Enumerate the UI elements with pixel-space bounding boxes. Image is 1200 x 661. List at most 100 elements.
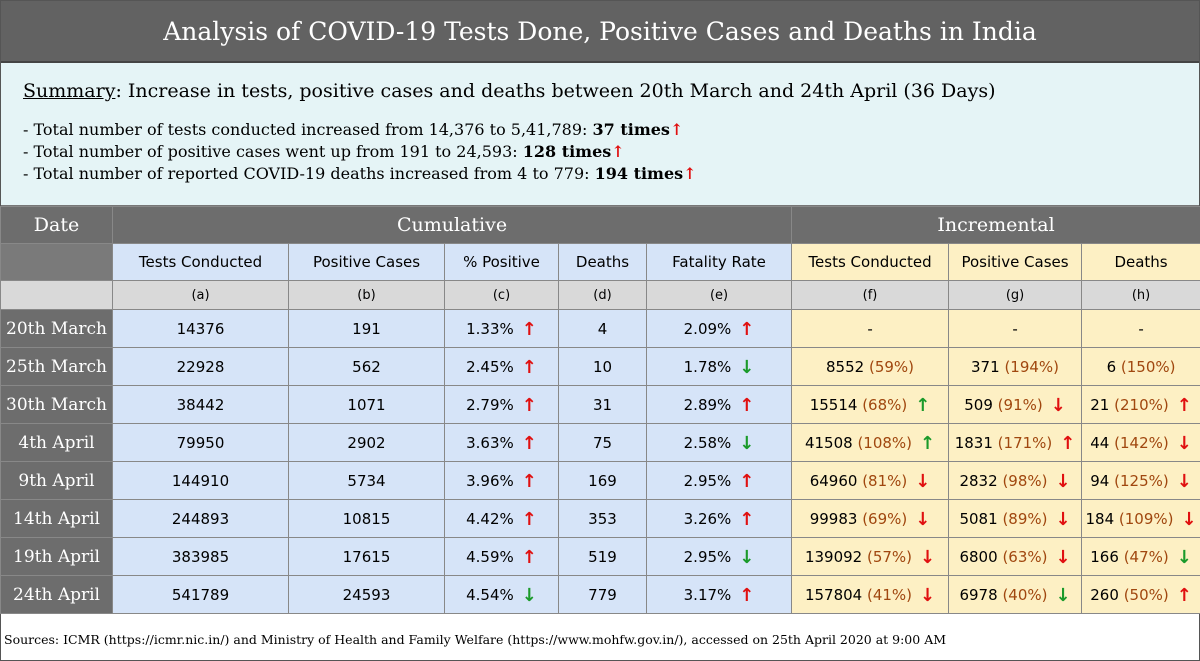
cell-inc-tests: - xyxy=(791,309,950,348)
fatality-rate-value: 2.58% xyxy=(683,433,732,452)
inc-tests-pct: (68%) xyxy=(862,395,908,414)
arrow-up-icon: ↑ xyxy=(1176,394,1192,416)
arrow-down-icon: ↓ xyxy=(915,470,931,492)
header-blank xyxy=(0,243,113,281)
arrow-down-icon: ↓ xyxy=(1055,470,1071,492)
cell-deaths: 75 xyxy=(558,423,647,462)
cell-positive: 24593 xyxy=(288,575,445,614)
inc-positive-pct: (89%) xyxy=(1002,509,1048,528)
arrow-down-icon: ↓ xyxy=(1181,508,1197,530)
pct-positive-value: 2.79% xyxy=(466,395,514,414)
col-header: % Positive xyxy=(444,243,559,281)
inc-tests-pct: (59%) xyxy=(868,357,915,376)
inc-tests-pct: (108%) xyxy=(857,433,913,452)
arrow-up-icon: ↑ xyxy=(1060,432,1076,454)
pct-positive-value: 2.45% xyxy=(466,357,514,376)
arrow-up-icon: ↑ xyxy=(521,546,537,568)
cell-positive: 5734 xyxy=(288,461,445,500)
arrow-down-icon: ↓ xyxy=(1176,432,1192,454)
cell-inc-positive: 6978 (40%) ↓ xyxy=(948,575,1083,614)
arrow-up-icon: ↑ xyxy=(521,470,537,492)
inc-positive-pct: (91%) xyxy=(997,395,1043,414)
summary-bullet: - Total number of tests conducted increa… xyxy=(23,119,1177,141)
cell-pct-positive: 4.42% ↑ xyxy=(444,499,559,538)
cell-positive: 191 xyxy=(288,309,445,348)
inc-deaths-value: - xyxy=(1138,319,1144,338)
cell-inc-tests: 41508 (108%) ↑ xyxy=(791,423,950,462)
cell-tests: 541789 xyxy=(112,575,289,614)
inc-tests-pct: (57%) xyxy=(866,547,913,566)
pct-positive-value: 3.63% xyxy=(466,433,514,452)
cell-tests: 79950 xyxy=(112,423,289,462)
arrow-up-icon: ↑ xyxy=(683,164,697,183)
inc-deaths-pct: (150%) xyxy=(1120,357,1176,376)
inc-tests-value: 8552 xyxy=(826,357,865,376)
fatality-rate-value: 3.26% xyxy=(683,509,732,528)
table-row: 4th April 79950 2902 3.63% ↑ 75 2.58% ↓ 41508 (1… xyxy=(0,423,1200,462)
cell-pct-positive: 4.54% ↓ xyxy=(444,575,559,614)
cell-inc-tests: 64960 (81%) ↓ xyxy=(791,461,950,500)
cell-tests: 38442 xyxy=(112,385,289,424)
cell-inc-deaths: 6 (150%) xyxy=(1081,347,1200,386)
summary-bullet: - Total number of positive cases went up… xyxy=(23,141,1177,163)
inc-deaths-value: 184 xyxy=(1085,509,1115,528)
col-letter: (h) xyxy=(1081,280,1200,310)
inc-deaths-value: 166 xyxy=(1090,547,1119,566)
arrow-down-icon: ↓ xyxy=(920,584,936,606)
cell-deaths: 4 xyxy=(558,309,647,348)
arrow-up-icon: ↑ xyxy=(739,318,755,340)
fatality-rate-value: 1.78% xyxy=(683,357,732,376)
inc-deaths-value: 260 xyxy=(1090,585,1119,604)
cell-inc-positive: 2832 (98%) ↓ xyxy=(948,461,1083,500)
cell-deaths: 31 xyxy=(558,385,647,424)
col-header: Tests Conducted xyxy=(112,243,289,281)
row-date: 30th March xyxy=(0,385,113,424)
cell-inc-positive: 1831 (171%) ↑ xyxy=(948,423,1083,462)
row-date: 14th April xyxy=(0,499,113,538)
data-table: Date Cumulative Incremental Tests Conduc… xyxy=(0,206,1200,614)
inc-positive-pct: (98%) xyxy=(1002,471,1048,490)
summary-bullet: - Total number of reported COVID-19 deat… xyxy=(23,163,1177,185)
arrow-up-icon: ↑ xyxy=(1176,584,1192,606)
arrow-up-icon: ↑ xyxy=(521,508,537,530)
header-cumulative: Cumulative xyxy=(111,206,793,244)
arrow-up-icon: ↑ xyxy=(611,142,625,161)
arrow-up-icon: ↑ xyxy=(915,394,931,416)
inc-deaths-pct: (210%) xyxy=(1114,395,1169,414)
cell-inc-deaths: 21 (210%) ↑ xyxy=(1081,385,1200,424)
inc-tests-value: - xyxy=(867,319,873,338)
col-header: Deaths xyxy=(1081,243,1200,281)
col-letter: (b) xyxy=(288,280,445,310)
arrow-down-icon: ↓ xyxy=(1176,470,1192,492)
summary-box: Summary: Increase in tests, positive cas… xyxy=(1,63,1199,206)
cell-fatality-rate: 2.58% ↓ xyxy=(645,423,793,462)
fatality-rate-value: 3.17% xyxy=(683,585,732,604)
cell-inc-deaths: 94 (125%) ↓ xyxy=(1081,461,1200,500)
pct-positive-value: 4.54% xyxy=(466,585,514,604)
arrow-down-icon: ↓ xyxy=(1055,546,1071,568)
cell-deaths: 169 xyxy=(558,461,647,500)
cell-inc-tests: 99983 (69%) ↓ xyxy=(791,499,950,538)
arrow-up-icon: ↑ xyxy=(521,356,537,378)
inc-positive-pct: (63%) xyxy=(1002,547,1048,566)
arrow-down-icon: ↓ xyxy=(1050,394,1066,416)
table-row: 14th April 244893 10815 4.42% ↑ 353 3.26% ↑ 9998… xyxy=(0,499,1200,538)
inc-positive-value: 2832 xyxy=(959,471,998,490)
cell-fatality-rate: 3.17% ↑ xyxy=(645,575,793,614)
header-incremental: Incremental xyxy=(791,206,1200,244)
arrow-up-icon: ↑ xyxy=(669,120,684,139)
arrow-down-icon: ↓ xyxy=(915,508,931,530)
table-row: 9th April 144910 5734 3.96% ↑ 169 2.95% ↑ 64960 … xyxy=(0,461,1200,500)
cell-inc-positive: 371 (194%) xyxy=(948,347,1083,386)
inc-tests-pct: (41%) xyxy=(866,585,913,604)
table-row: 30th March 38442 1071 2.79% ↑ 31 2.89% ↑ 15514 (… xyxy=(0,385,1200,424)
inc-positive-value: - xyxy=(1012,319,1018,338)
arrow-down-icon: ↓ xyxy=(920,546,936,568)
inc-deaths-value: 21 xyxy=(1090,395,1110,414)
table-row: 24th April 541789 24593 4.54% ↓ 779 3.17% ↑ 1578… xyxy=(0,575,1200,614)
cell-inc-positive: 5081 (89%) ↓ xyxy=(948,499,1083,538)
cell-tests: 14376 xyxy=(112,309,289,348)
cell-inc-tests: 139092 (57%) ↓ xyxy=(791,537,950,576)
inc-positive-value: 371 xyxy=(971,357,1000,376)
